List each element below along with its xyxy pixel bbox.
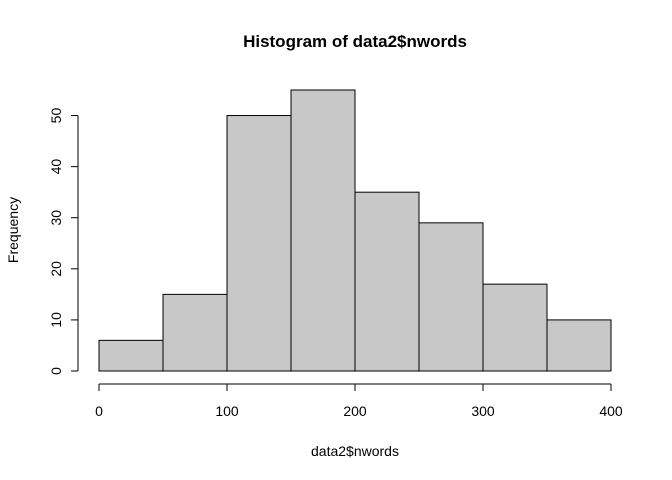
histogram-bar (546, 319, 612, 372)
y-tick-label: 10 (48, 312, 64, 328)
x-tick-label: 100 (215, 403, 239, 419)
chart-title: Histogram of data2$nwords (243, 32, 467, 51)
histogram-bar (226, 115, 292, 372)
histogram-bar (418, 222, 484, 372)
x-tick-label: 300 (471, 403, 495, 419)
y-ticks: 0 10 20 30 40 50 (48, 108, 78, 375)
x-tick-label: 0 (95, 403, 103, 419)
y-axis-label: Frequency (5, 197, 21, 263)
x-tick-label: 400 (599, 403, 623, 419)
y-axis: 0 10 20 30 40 50 (48, 108, 79, 375)
x-ticks: 0 100 200 300 400 (95, 384, 623, 419)
y-tick-label: 40 (48, 159, 64, 175)
histogram-bar (290, 89, 356, 372)
bars-group (98, 89, 612, 372)
y-tick-label: 0 (48, 367, 64, 375)
histogram-bar (354, 191, 420, 372)
x-axis-label: data2$nwords (311, 443, 399, 459)
x-tick-label: 200 (343, 403, 367, 419)
y-tick-label: 20 (48, 261, 64, 277)
histogram-bar (482, 283, 548, 372)
histogram-bar (162, 293, 228, 372)
histogram-bar (98, 339, 164, 372)
x-axis: 0 100 200 300 400 (95, 383, 623, 419)
y-tick-label: 30 (48, 210, 64, 226)
y-tick-label: 50 (48, 108, 64, 124)
